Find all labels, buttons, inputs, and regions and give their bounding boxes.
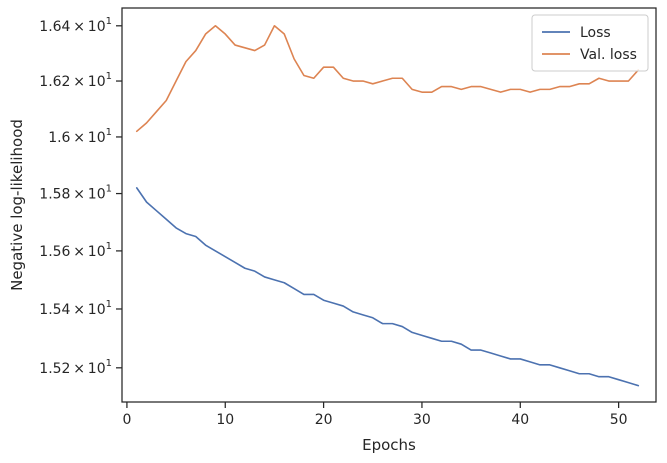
x-axis-label: Epochs — [362, 436, 416, 454]
y-tick-label: 1.52 × 101 — [39, 358, 112, 377]
y-tick-base: 10 — [88, 302, 106, 318]
y-tick-exponent: 1 — [106, 241, 112, 252]
y-tick-label: 1.62 × 101 — [39, 71, 112, 90]
y-tick-mantissa: 1.64 — [39, 19, 70, 35]
y-tick-label: 1.56 × 101 — [39, 241, 112, 260]
y-tick-mantissa: 1.54 — [39, 302, 70, 318]
legend-entries: Loss Val. loss — [542, 25, 637, 63]
x-axis-ticks: 0 10 20 30 40 50 — [122, 402, 628, 428]
y-tick-exponent: 1 — [106, 127, 112, 138]
y-tick-base: 10 — [88, 19, 106, 35]
y-tick-label: 1.54 × 101 — [39, 299, 112, 318]
y-tick-mantissa: 1.58 — [39, 187, 70, 203]
y-tick-exponent: 1 — [106, 358, 112, 369]
x-tick-label: 30 — [413, 412, 431, 428]
y-tick-base: 10 — [88, 130, 106, 146]
series-line-loss — [135, 187, 640, 387]
x-tick-label: 10 — [216, 412, 234, 428]
y-tick-base: 10 — [88, 244, 106, 260]
y-tick-exponent: 1 — [106, 71, 112, 82]
y-tick-exponent: 1 — [106, 16, 112, 27]
plot-frame — [121, 7, 657, 403]
y-tick-label: 1.58 × 101 — [39, 184, 112, 203]
y-tick-times: × — [70, 302, 87, 318]
y-tick-exponent: 1 — [106, 184, 112, 195]
y-tick-label: 1.64 × 101 — [39, 16, 112, 35]
y-tick-times: × — [70, 187, 87, 203]
legend-label: Loss — [580, 25, 611, 41]
x-tick-label: 50 — [610, 412, 628, 428]
y-tick-base: 10 — [88, 74, 106, 90]
legend-box — [531, 14, 649, 72]
x-tick-label: 0 — [122, 412, 131, 428]
y-tick-base: 10 — [88, 361, 106, 377]
legend: Loss Val. loss — [531, 14, 649, 72]
y-tick-mantissa: 1.56 — [39, 244, 70, 260]
y-tick-label: 1.6 × 101 — [48, 127, 112, 146]
y-axis-label: Negative log-likelihood — [8, 119, 26, 291]
y-tick-times: × — [70, 244, 87, 260]
legend-label: Val. loss — [580, 47, 637, 63]
y-tick-times: × — [70, 361, 87, 377]
y-tick-mantissa: 1.52 — [39, 361, 70, 377]
y-tick-mantissa: 1.62 — [39, 74, 70, 90]
y-tick-mantissa: 1.6 — [48, 130, 70, 146]
x-tick-label: 40 — [511, 412, 529, 428]
series-line-val-loss — [135, 24, 640, 133]
y-tick-times: × — [70, 130, 87, 146]
y-tick-times: × — [70, 19, 87, 35]
y-tick-base: 10 — [88, 187, 106, 203]
x-tick-label: 20 — [315, 412, 333, 428]
y-tick-exponent: 1 — [106, 299, 112, 310]
y-tick-times: × — [70, 74, 87, 90]
series-layer — [135, 24, 640, 387]
